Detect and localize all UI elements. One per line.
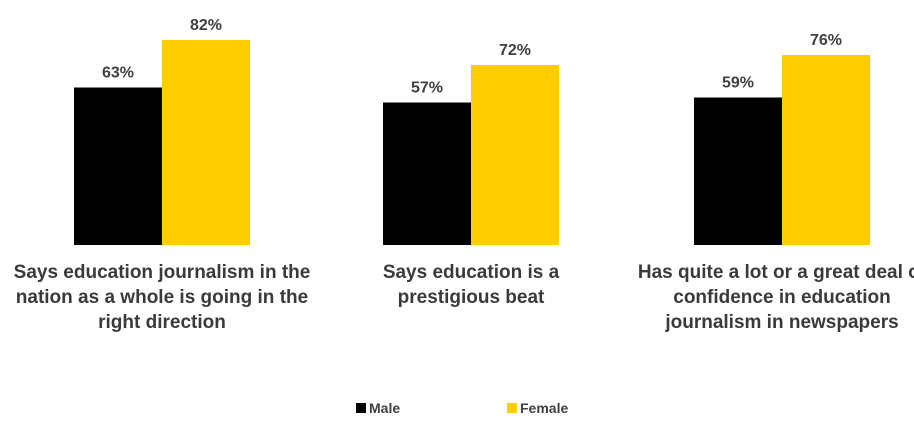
data-label-male-3: 59% xyxy=(722,75,754,92)
bar-female-3 xyxy=(782,55,870,245)
legend-label-male: Male xyxy=(369,400,401,416)
bar-female-1 xyxy=(162,40,250,245)
data-label-male-2: 57% xyxy=(411,80,443,97)
bar-female-2 xyxy=(471,65,559,245)
bar-male-2 xyxy=(383,102,471,245)
legend-item-female: Female xyxy=(507,400,568,416)
category-label-3: Has quite a lot or a great deal of confi… xyxy=(637,262,914,333)
data-label-female-2: 72% xyxy=(499,42,531,59)
data-label-female-1: 82% xyxy=(190,17,222,34)
legend: Male Female xyxy=(0,400,914,420)
legend-label-female: Female xyxy=(520,400,569,416)
bar-chart: 63% 82% 57% 72% 59% 76% xyxy=(74,17,870,245)
data-label-male-1: 63% xyxy=(102,65,134,82)
category-label-2: Says education is a prestigious beat xyxy=(382,262,560,308)
legend-swatch-male xyxy=(356,403,366,413)
category-label-1: Says education journalism in the nation … xyxy=(13,262,311,333)
bar-male-3 xyxy=(694,97,782,245)
legend-swatch-female xyxy=(507,403,517,413)
legend-item-male: Male xyxy=(356,400,400,416)
data-label-female-3: 76% xyxy=(810,32,842,49)
bar-male-1 xyxy=(74,87,162,245)
